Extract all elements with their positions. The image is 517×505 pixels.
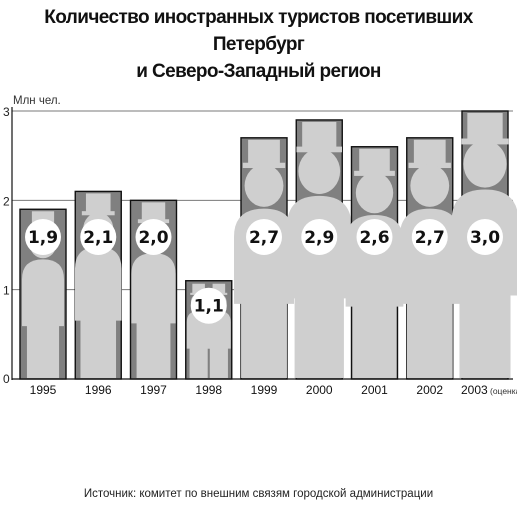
y-axis-label: Млн чел. [13, 95, 61, 107]
figure-head [244, 164, 284, 207]
figure-head [298, 148, 341, 195]
x-tick-label: 1996 [85, 383, 112, 397]
figure-legs [80, 319, 117, 378]
figure-body [131, 253, 176, 324]
figure-hat [302, 121, 337, 149]
figure-legs [189, 347, 208, 378]
bar-group [399, 137, 460, 380]
x-tick-label: 2000 [306, 383, 333, 397]
figure-legs [241, 302, 287, 378]
figure-hat [192, 283, 205, 294]
figure-body [75, 246, 122, 321]
value-label-circle [467, 218, 503, 255]
x-tick-label: 2001 [361, 383, 388, 397]
figure-legs [294, 296, 344, 378]
value-label: 2,1 [83, 228, 113, 248]
figure-hat [141, 202, 166, 221]
figure-head [355, 172, 394, 214]
x-tick-label: 1997 [140, 383, 167, 397]
value-label: 2,0 [138, 228, 168, 248]
value-label-circle [356, 218, 393, 255]
x-tick-label: 1999 [251, 383, 278, 397]
chart-title-line-1: Количество иностранных туристов посетивш… [44, 7, 473, 55]
figure-hat [413, 139, 446, 165]
y-tick-label: 0 [3, 372, 10, 386]
x-tick-label: 2002 [416, 383, 443, 397]
figure-legs [136, 322, 171, 378]
bar-group [234, 137, 294, 380]
value-label-circle [190, 287, 227, 324]
value-label: 2,7 [415, 228, 445, 248]
value-label-circle [135, 218, 172, 255]
figure-legs [26, 324, 60, 378]
value-label: 2,9 [304, 228, 334, 248]
bar-group [345, 146, 404, 380]
figure-legs [406, 302, 453, 378]
figure-hat [85, 193, 111, 213]
value-label-circle [25, 218, 61, 255]
x-tick-label: 2003 [461, 383, 488, 397]
value-label-circle [80, 218, 117, 255]
figure-hat [248, 139, 280, 165]
data-labels: 1,9 2,1 2,0 1,1 2,7 2,9 2,6 2,7 3,0 [25, 218, 503, 324]
figure-head [410, 164, 450, 207]
x-tick-note: (оценка) [490, 386, 517, 396]
y-tick-label: 1 [3, 284, 10, 298]
value-label: 3,0 [470, 228, 500, 248]
figure-head [463, 140, 507, 188]
figure-body [22, 259, 64, 327]
value-label-circle [411, 218, 448, 255]
figure-hat [359, 148, 390, 173]
figure-legs [459, 293, 511, 378]
y-tick-label: 2 [3, 194, 10, 208]
x-tick-label: 1995 [30, 383, 57, 397]
figure-legs [209, 347, 228, 378]
value-label: 1,9 [28, 228, 58, 248]
value-label: 2,6 [359, 228, 389, 248]
chart-title-line-2: и Северо-Западный регион [136, 61, 381, 82]
figure-hat [212, 283, 226, 294]
chart-title: Количество иностранных туристов посетивш… [0, 4, 517, 85]
figure-legs [352, 304, 397, 378]
source-note: Источник: комитет по внешним связям горо… [83, 488, 434, 500]
value-label: 1,1 [194, 297, 224, 317]
figure-hat [467, 113, 503, 141]
value-label: 2,7 [249, 228, 279, 248]
x-tick-label: 1998 [195, 383, 222, 397]
value-label-circle [301, 218, 338, 255]
y-tick-label: 3 [3, 105, 10, 119]
value-label-circle [246, 218, 282, 255]
